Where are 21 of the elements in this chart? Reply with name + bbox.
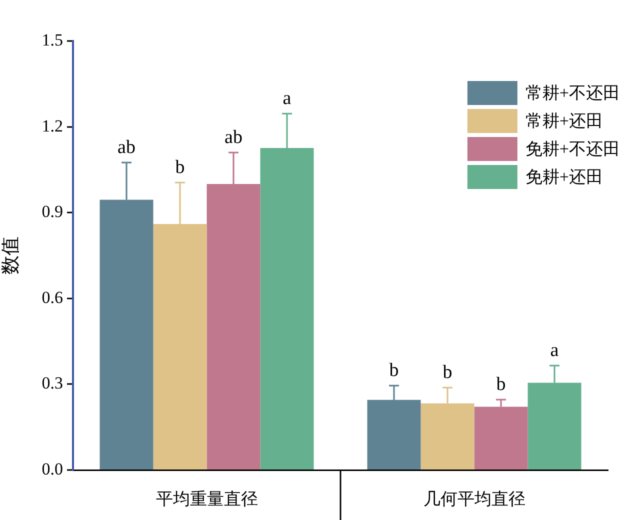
data-label: b — [175, 157, 185, 178]
y-tick-label: 0.0 — [42, 459, 63, 478]
x-tick-label: 平均重量直径 — [156, 490, 258, 509]
y-tick-label: 1.2 — [42, 116, 63, 136]
data-label: b — [496, 374, 506, 396]
y-axis-title: 数值 — [0, 236, 22, 274]
legend-label: 免耕+还田 — [525, 167, 604, 186]
legend-label: 免耕+不还田 — [525, 139, 620, 158]
data-label: b — [389, 360, 399, 382]
legend-label: 常耕+不还田 — [525, 83, 620, 102]
legend-label: 常耕+还田 — [525, 111, 604, 130]
y-tick-label: 0.6 — [42, 288, 63, 307]
y-tick-label: 0.9 — [42, 202, 63, 222]
data-label: a — [550, 340, 560, 362]
y-tick-label: 0.3 — [42, 374, 63, 393]
y-tick-label: 1.5 — [42, 30, 63, 50]
data-label: b — [442, 362, 452, 384]
data-label: ab — [224, 127, 242, 148]
x-tick-label: 几何平均直径 — [423, 490, 526, 509]
data-label: ab — [118, 137, 136, 158]
data-label: a — [282, 88, 292, 110]
